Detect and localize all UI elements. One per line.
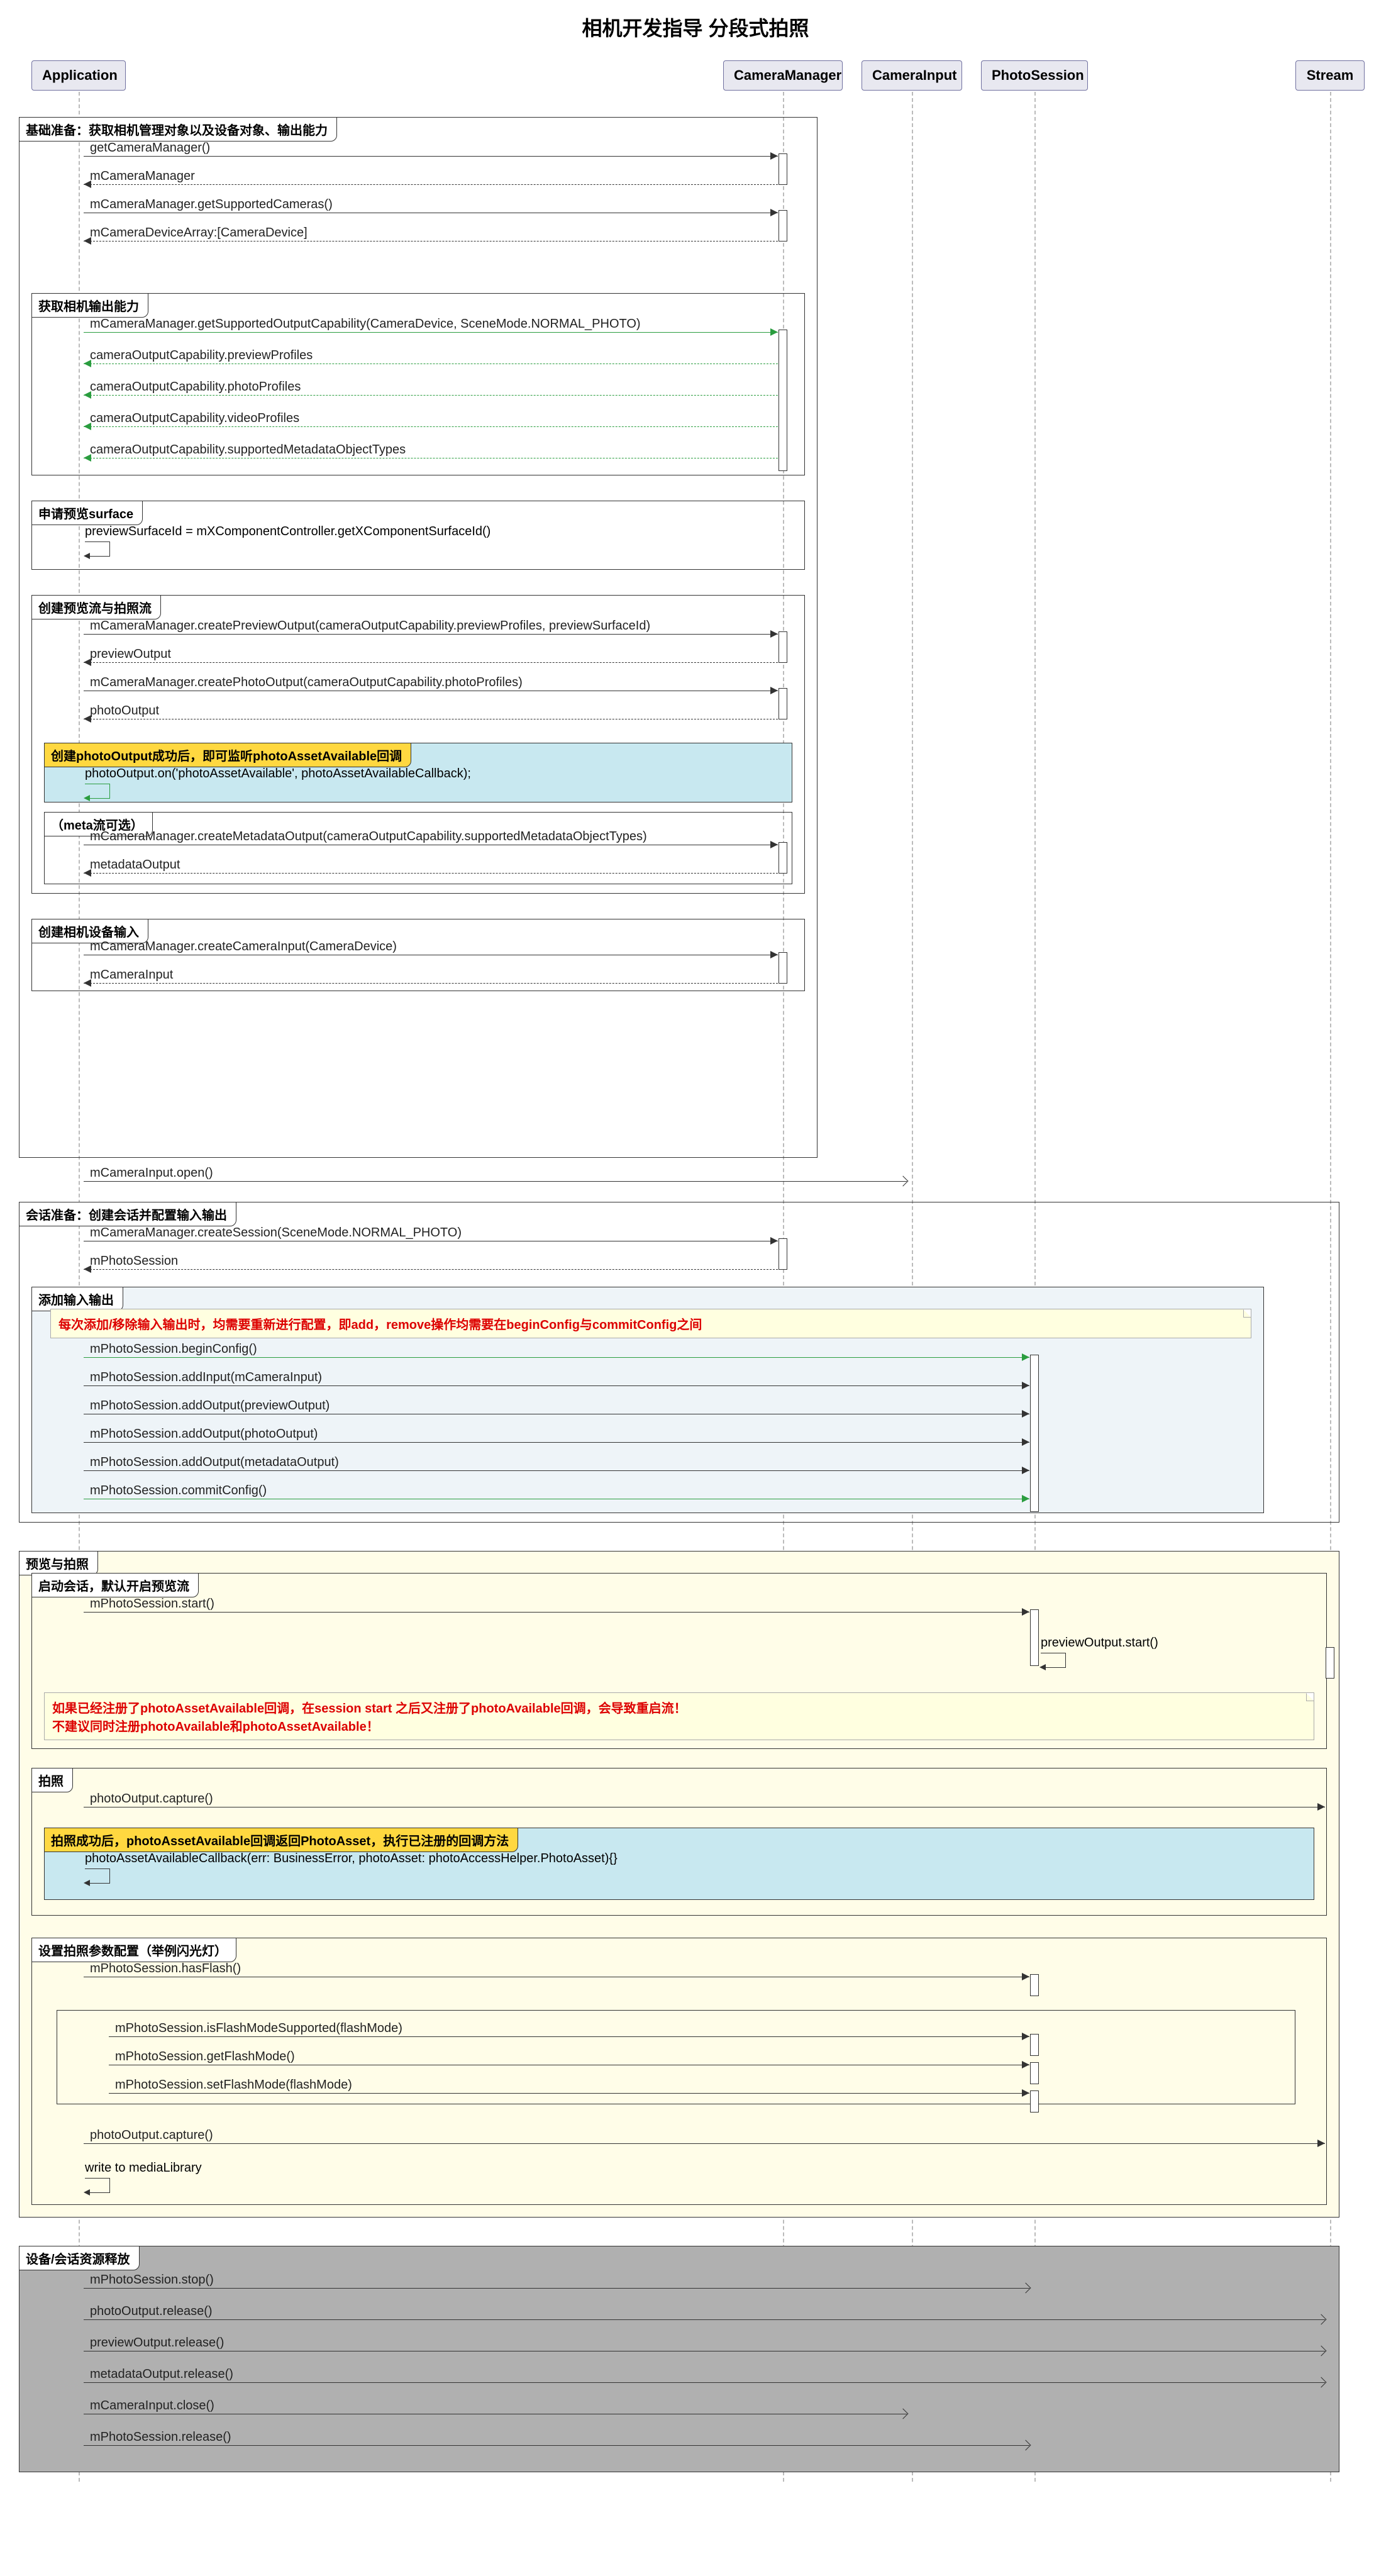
frame-label: 会话准备：创建会话并配置输入输出 [19,1202,236,1226]
message-text: photoOutput.on('photoAssetAvailable', ph… [85,767,471,781]
highlight-label: 拍照成功后，photoAssetAvailable回调返回PhotoAsset，… [44,1828,518,1852]
activation-bar [779,952,787,984]
participant-ci: CameraInput [862,60,962,91]
activation-bar [1030,2062,1039,2084]
message-text: mPhotoSession.getFlashMode() [115,2050,295,2064]
message-text: mCameraInput.close() [90,2399,214,2413]
frame-label: 获取相机输出能力 [31,293,148,318]
message-text: mPhotoSession.addOutput(previewOutput) [90,1399,330,1413]
activation-bar [779,153,787,185]
message-text: photoAssetAvailableCallback(err: Busines… [85,1852,618,1866]
message-text: mCameraManager.createPhotoOutput(cameraO… [90,675,523,690]
message-text: mCameraManager [90,169,195,184]
message-text: mPhotoSession.setFlashMode(flashMode) [115,2078,352,2092]
note: 如果已经注册了photoAssetAvailable回调，在session st… [44,1692,1314,1740]
message-text: mPhotoSession.stop() [90,2273,214,2287]
message-text: photoOutput.capture() [90,2128,213,2143]
message-text: mPhotoSession.hasFlash() [90,1962,241,1976]
page-title: 相机开发指导 分段式拍照 [13,13,1378,42]
message-text: photoOutput.release() [90,2304,213,2319]
highlight-label: 创建photoOutput成功后，即可监听photoAssetAvailable… [44,743,411,767]
message-text: mPhotoSession.isFlashModeSupported(flash… [115,2021,402,2036]
message-text: previewOutput.start() [1041,1636,1158,1650]
frame-label: 拍照 [31,1768,73,1792]
self-message: photoAssetAvailableCallback(err: Busines… [85,1852,618,1884]
participant-app: Application [31,60,126,91]
message-text: mCameraDeviceArray:[CameraDevice] [90,226,308,240]
message-text: previewOutput [90,647,171,662]
message-text: previewOutput.release() [90,2336,224,2350]
self-message: write to mediaLibrary [85,2161,202,2193]
participant-st: Stream [1295,60,1365,91]
message-text: mPhotoSession.commitConfig() [90,1484,267,1498]
message-text: previewSurfaceId = mXComponentController… [85,525,490,539]
message-text: mCameraManager.createCameraInput(CameraD… [90,940,397,954]
frame-label: 设置拍照参数配置（举例闪光灯） [31,1938,236,1962]
frame-label: 设备/会话资源释放 [19,2246,140,2270]
message-text: mPhotoSession.beginConfig() [90,1342,257,1357]
activation-bar [1326,1647,1334,1679]
activation-bar [1030,1609,1039,1666]
activation-bar [779,330,787,471]
frame-label: 基础准备：获取相机管理对象以及设备对象、输出能力 [19,117,337,142]
self-message: photoOutput.on('photoAssetAvailable', ph… [85,767,471,799]
message-text: cameraOutputCapability.supportedMetadata… [90,443,406,457]
note: 每次添加/移除输入输出时，均需要重新进行配置，即add，remove操作均需要在… [50,1309,1251,1338]
participant-ps: PhotoSession [981,60,1088,91]
message-text: cameraOutputCapability.videoProfiles [90,411,299,426]
activation-bar [779,631,787,663]
message-text: metadataOutput.release() [90,2367,233,2382]
message-text: mPhotoSession.addOutput(photoOutput) [90,1427,318,1441]
message-text: cameraOutputCapability.photoProfiles [90,380,301,394]
message-text: mCameraInput.open() [90,1166,213,1180]
activation-bar [779,842,787,874]
self-message: previewSurfaceId = mXComponentController… [85,525,490,557]
frame-label: 申请预览surface [31,501,143,525]
participant-cm: CameraManager [723,60,843,91]
activation-bar [779,688,787,719]
activation-bar [779,210,787,242]
message-text: mPhotoSession [90,1254,178,1269]
message-text: mCameraManager.getSupportedCameras() [90,197,333,212]
message-text: mPhotoSession.start() [90,1597,214,1611]
message-text: mCameraInput [90,968,173,982]
message-text: cameraOutputCapability.previewProfiles [90,348,313,363]
message-text: mCameraManager.createSession(SceneMode.N… [90,1226,462,1240]
sequence-diagram: Application CameraManager CameraInput Photo… [13,60,1378,2513]
frame-label: 启动会话，默认开启预览流 [31,1573,199,1597]
message-text: mPhotoSession.addOutput(metadataOutput) [90,1455,339,1470]
frame-label: 创建预览流与拍照流 [31,595,161,619]
message-text: mCameraManager.createMetadataOutput(came… [90,830,647,844]
message-text: getCameraManager() [90,141,210,155]
message-text: photoOutput.capture() [90,1792,213,1806]
message-text: mPhotoSession.release() [90,2430,231,2445]
activation-bar [1030,1355,1039,1512]
activation-bar [1030,2090,1039,2112]
activation-bar [1030,2034,1039,2056]
message-text: photoOutput [90,704,159,718]
message-text: mCameraManager.getSupportedOutputCapabil… [90,317,641,331]
activation-bar [779,1238,787,1270]
self-message: previewOutput.start() [1041,1636,1158,1668]
message-text: mPhotoSession.addInput(mCameraInput) [90,1370,322,1385]
frame-label: 添加输入输出 [31,1287,123,1311]
message-text: mCameraManager.createPreviewOutput(camer… [90,619,650,633]
activation-bar [1030,1974,1039,1996]
frame-label: 预览与拍照 [19,1551,98,1575]
message-text: write to mediaLibrary [85,2161,202,2175]
message-text: metadataOutput [90,858,180,872]
